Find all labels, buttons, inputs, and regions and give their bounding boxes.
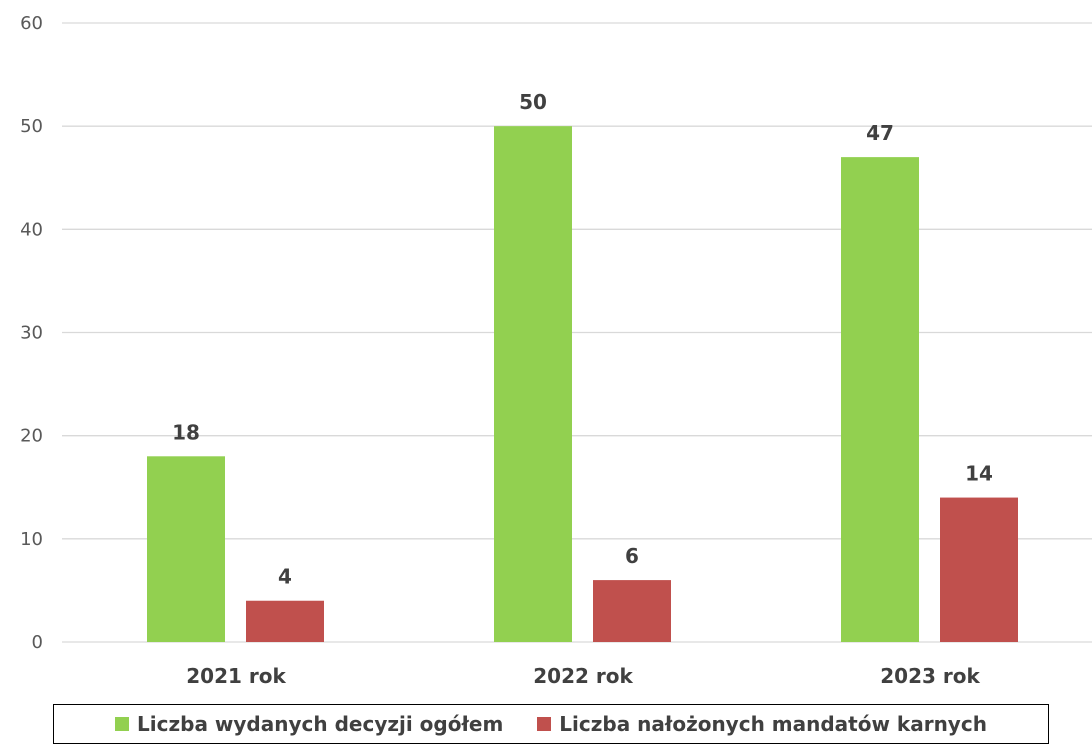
legend-swatch-series-1 bbox=[115, 717, 130, 731]
y-tick-label-50: 50 bbox=[20, 116, 43, 137]
data-label-series-1-1: 18 bbox=[172, 420, 200, 444]
bar-series-1-2 bbox=[494, 126, 572, 642]
data-labels: 18 50 47 4 6 14 bbox=[172, 90, 993, 589]
data-label-series-1-3: 47 bbox=[866, 121, 894, 145]
bar-series-2-1 bbox=[246, 600, 324, 642]
legend-label-series-2: Liczba nałożonych mandatów karnych bbox=[559, 712, 987, 736]
x-category-label-2: 2022 rok bbox=[533, 664, 633, 688]
bar-series-1-1 bbox=[147, 456, 225, 642]
y-axis-tick-labels: 0 10 20 30 40 50 60 bbox=[20, 13, 43, 653]
bar-series-2-2 bbox=[593, 580, 671, 642]
bar-series-2-3 bbox=[940, 497, 1018, 642]
y-tick-label-40: 40 bbox=[20, 219, 43, 240]
legend-swatch-series-2 bbox=[537, 717, 552, 731]
data-label-series-2-2: 6 bbox=[625, 544, 639, 568]
y-tick-label-0: 0 bbox=[32, 632, 43, 653]
x-category-label-1: 2021 rok bbox=[186, 664, 286, 688]
legend: Liczba wydanych decyzji ogółem Liczba na… bbox=[53, 704, 1049, 744]
legend-label-series-1: Liczba wydanych decyzji ogółem bbox=[137, 712, 504, 736]
y-tick-label-10: 10 bbox=[20, 529, 43, 550]
bar-chart-svg: 0 10 20 30 40 50 60 18 50 47 4 6 14 2021 rok 2022 ro… bbox=[20, 13, 1092, 688]
bar-series-1-3 bbox=[841, 157, 919, 642]
x-category-label-3: 2023 rok bbox=[880, 664, 980, 688]
data-label-series-1-2: 50 bbox=[519, 90, 547, 114]
bars bbox=[147, 126, 1018, 642]
y-tick-label-30: 30 bbox=[20, 323, 43, 344]
data-label-series-2-1: 4 bbox=[278, 565, 292, 589]
data-label-series-2-3: 14 bbox=[965, 462, 993, 486]
y-tick-label-60: 60 bbox=[20, 13, 43, 34]
x-axis-category-labels: 2021 rok 2022 rok 2023 rok bbox=[186, 664, 980, 688]
gridlines bbox=[62, 22, 1092, 643]
legend-item-series-1: Liczba wydanych decyzji ogółem bbox=[115, 712, 503, 736]
y-tick-label-20: 20 bbox=[20, 426, 43, 447]
legend-item-series-2: Liczba nałożonych mandatów karnych bbox=[537, 712, 987, 736]
